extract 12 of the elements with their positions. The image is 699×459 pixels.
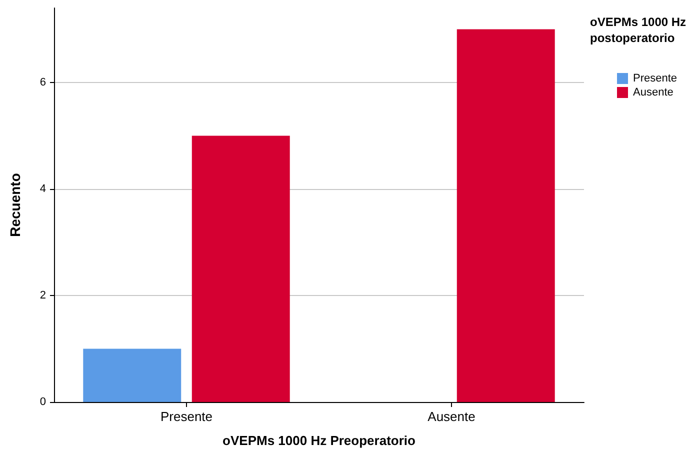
legend-title: oVEPMs 1000 Hz postoperatorio (590, 15, 690, 45)
y-tick-label: 6 (40, 76, 46, 89)
legend-label: Presente (633, 72, 678, 84)
bar (456, 29, 555, 402)
legend-label: Ausente (633, 86, 674, 98)
y-tick-label: 4 (40, 183, 46, 196)
y-tick-label: 0 (40, 396, 46, 408)
bar (83, 348, 182, 402)
y-axis-title: Recuento (7, 173, 23, 237)
y-tick-label: 2 (40, 290, 46, 302)
bar (192, 136, 290, 402)
x-axis-title: oVEPMs 1000 Hz Preoperatorio (222, 433, 416, 448)
